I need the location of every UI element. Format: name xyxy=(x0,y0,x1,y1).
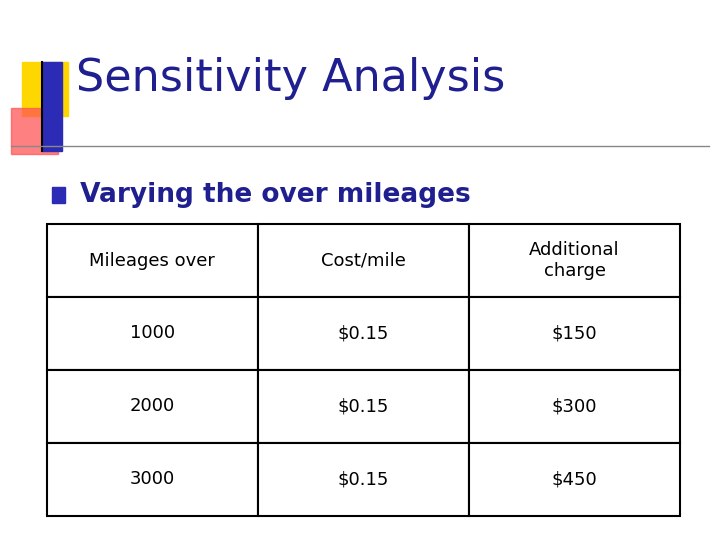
Text: 2000: 2000 xyxy=(130,397,175,415)
Text: $0.15: $0.15 xyxy=(338,397,389,415)
Text: Varying the over mileages: Varying the over mileages xyxy=(71,183,470,208)
Text: Cost/mile: Cost/mile xyxy=(321,252,406,269)
Text: $0.15: $0.15 xyxy=(338,325,389,342)
Text: $300: $300 xyxy=(552,397,598,415)
Text: Additional
charge: Additional charge xyxy=(529,241,620,280)
Text: 1000: 1000 xyxy=(130,325,175,342)
Text: $0.15: $0.15 xyxy=(338,470,389,488)
Text: 3000: 3000 xyxy=(130,470,175,488)
Text: Mileages over: Mileages over xyxy=(89,252,215,269)
Text: $150: $150 xyxy=(552,325,598,342)
Text: Sensitivity Analysis: Sensitivity Analysis xyxy=(76,57,505,100)
Text: $450: $450 xyxy=(552,470,598,488)
